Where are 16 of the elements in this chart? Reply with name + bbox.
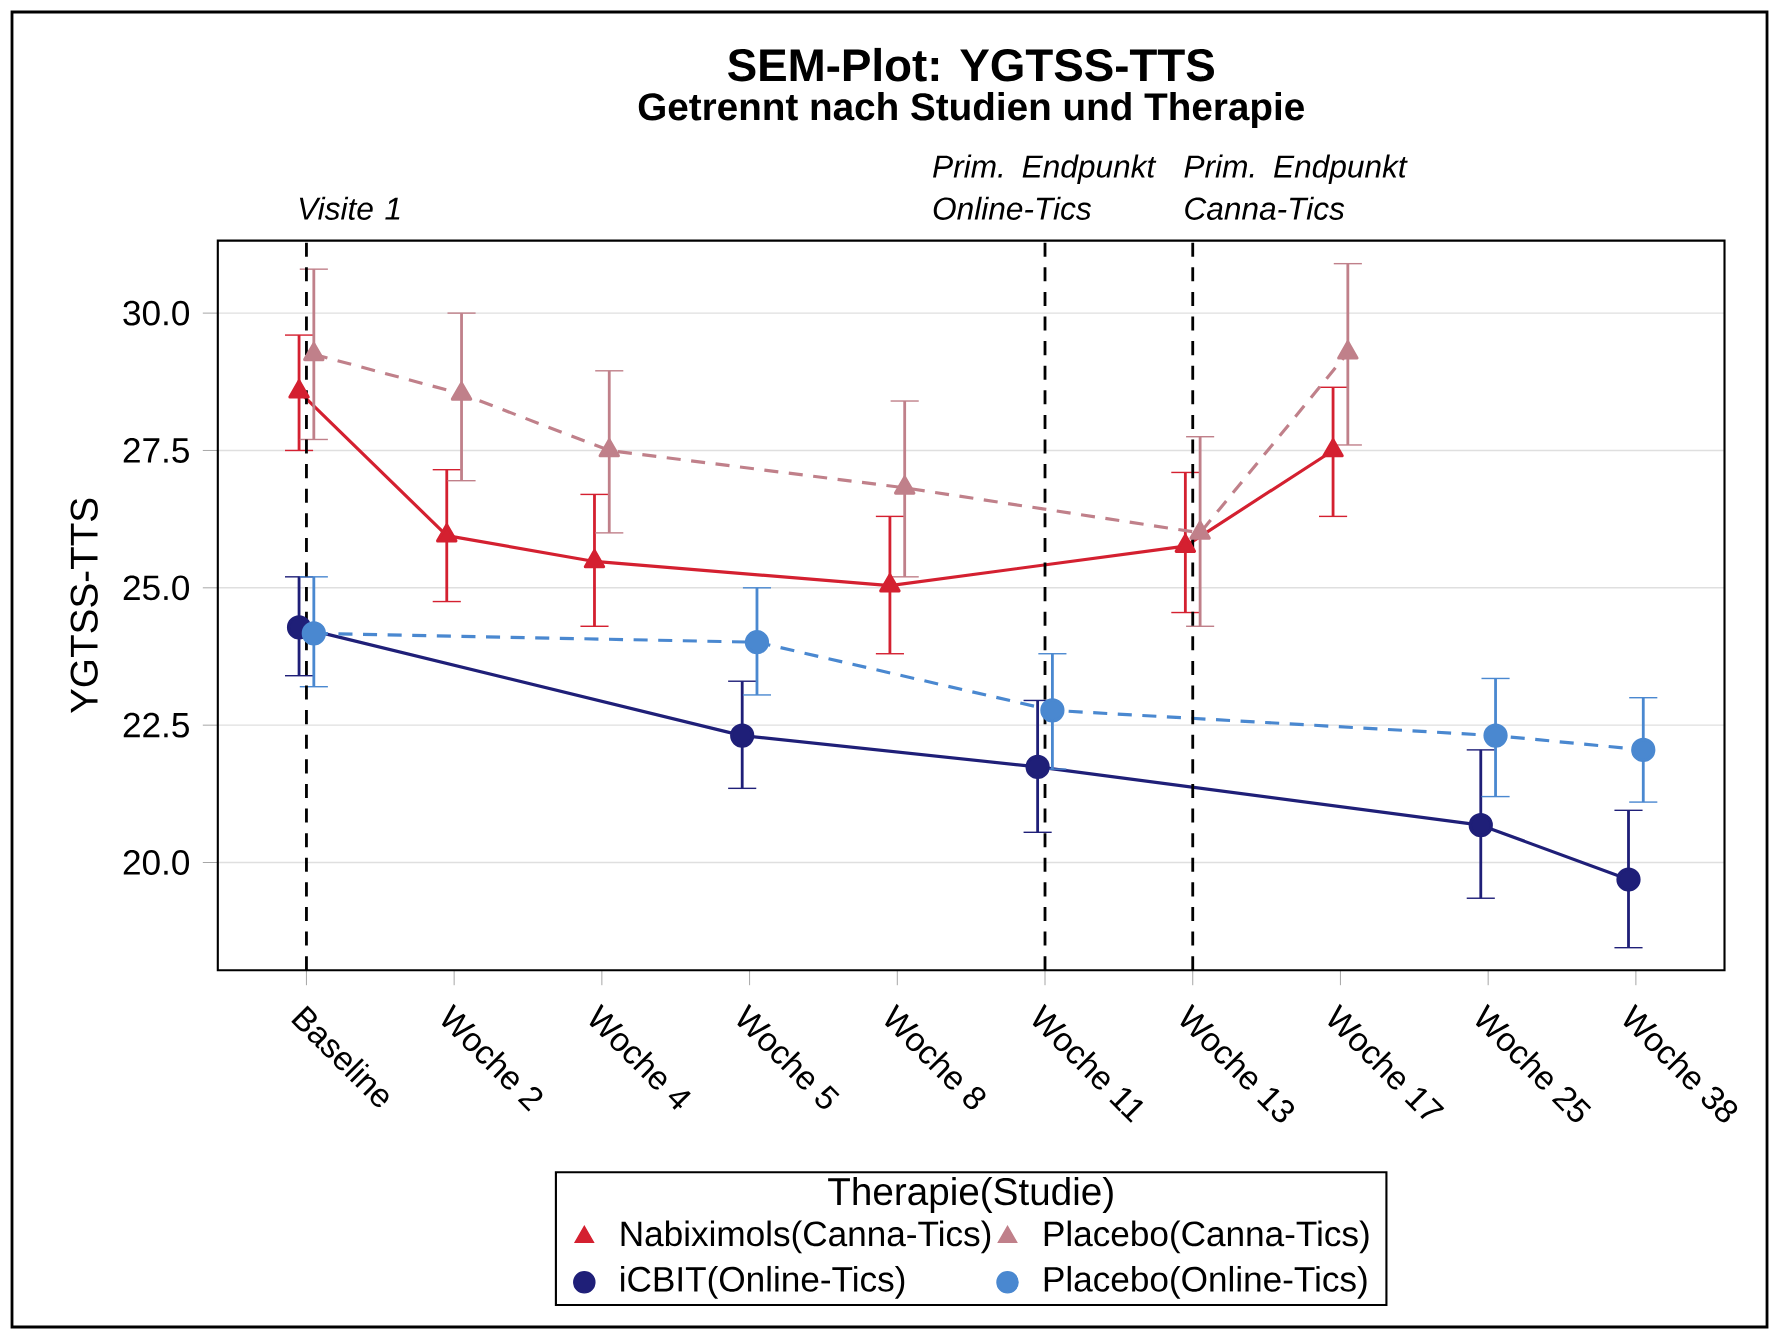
y-tick-label: 27.5 [123,438,189,463]
chart-subtitle: Getrennt nach Studien und Therapie [638,92,1304,129]
y-tick-label: 25.0 [123,575,190,601]
legend-label: Nabiximols(Canna-Tics) [621,1220,991,1254]
legend-label: Placebo(Canna-Tics) [1044,1220,1369,1254]
chart-title: SEM-Plot: YGTSS-TTS [728,47,1214,82]
ref-line-label: Prim. Endpunkt Online-Tics [933,154,1157,220]
y-axis-title: YGTSS-TTS [70,498,98,714]
y-tick-label: 30.0 [123,300,190,326]
ref-line-label: Visite 1 [299,196,400,220]
y-tick-label: 20.0 [123,850,190,875]
legend-label: iCBIT(Online-Tics) [621,1265,905,1299]
ref-line-label: Prim. Endpunkt Canna-Tics [1184,154,1408,220]
y-tick-label: 22.5 [123,712,189,738]
legend-title: Therapie(Studie) [828,1176,1113,1213]
legend-label: Placebo(Online-Tics) [1044,1265,1367,1299]
